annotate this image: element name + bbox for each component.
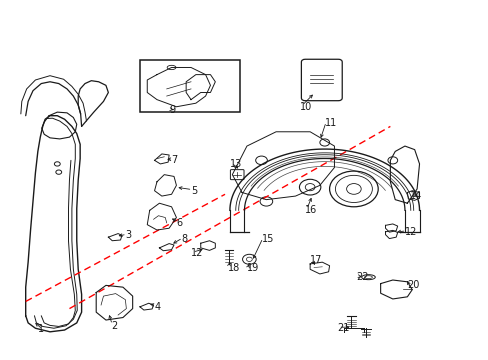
Text: 18: 18 (227, 262, 239, 273)
Text: 9: 9 (169, 105, 175, 115)
Text: 22: 22 (356, 272, 368, 282)
Text: 14: 14 (409, 191, 421, 201)
Text: 13: 13 (229, 159, 242, 169)
Text: 17: 17 (309, 255, 322, 265)
Text: 12: 12 (404, 227, 416, 237)
Text: 6: 6 (176, 218, 182, 228)
Text: 12: 12 (191, 248, 203, 258)
Text: 19: 19 (246, 262, 259, 273)
Text: 1: 1 (38, 324, 44, 334)
Text: 11: 11 (324, 118, 336, 128)
Text: 4: 4 (154, 302, 161, 312)
Text: 5: 5 (191, 186, 197, 196)
Text: 8: 8 (181, 234, 187, 244)
Text: 16: 16 (305, 205, 317, 215)
Text: 7: 7 (171, 156, 178, 165)
Text: 3: 3 (125, 230, 131, 240)
Text: 2: 2 (111, 321, 117, 331)
Text: 15: 15 (261, 234, 273, 244)
Text: 21: 21 (336, 323, 348, 333)
Text: 20: 20 (407, 280, 419, 291)
Text: 10: 10 (300, 102, 312, 112)
